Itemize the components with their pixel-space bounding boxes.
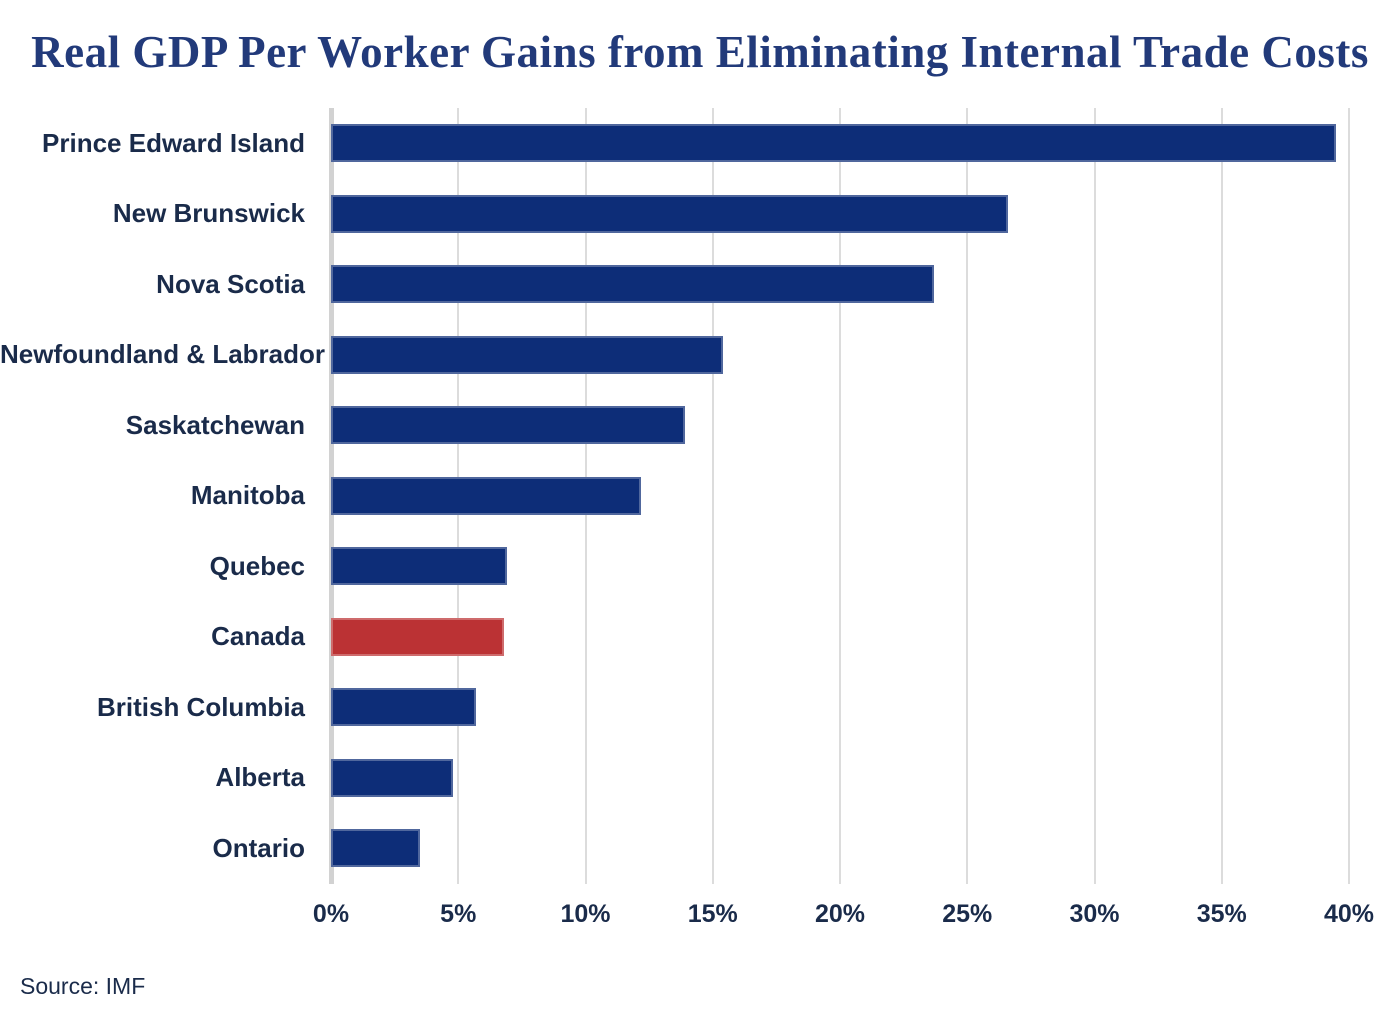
category-label-newfoundland-labrador: Newfoundland & Labrador <box>0 339 325 370</box>
chart-title: Real GDP Per Worker Gains from Eliminati… <box>31 27 1369 77</box>
bar-alberta <box>331 758 454 797</box>
chart-plot-area: Prince Edward Island New Brunswick Nova Sc… <box>0 108 1400 884</box>
bar-track-alberta <box>331 743 1400 814</box>
bar-track-british-columbia <box>331 672 1400 743</box>
row-saskatchewan: Saskatchewan <box>0 390 1400 461</box>
bar-rows: Prince Edward Island New Brunswick Nova Sc… <box>0 108 1400 884</box>
category-label-manitoba: Manitoba <box>190 480 305 511</box>
category-label-british-columbia: British Columbia <box>96 691 305 722</box>
row-quebec: Quebec <box>0 531 1400 602</box>
x-tick-0: 0% <box>312 900 350 928</box>
row-prince-edward-island: Prince Edward Island <box>0 108 1400 179</box>
gridline-20 <box>839 108 841 884</box>
x-tick-15: 15% <box>687 900 738 928</box>
row-canada: Canada <box>0 602 1400 673</box>
x-tick-20: 20% <box>814 900 866 928</box>
bar-nova-scotia <box>331 265 935 304</box>
gridline-25 <box>966 108 969 884</box>
row-manitoba: Manitoba <box>0 461 1400 532</box>
row-newfoundland-labrador: Newfoundland & Labrador <box>0 320 1400 391</box>
x-tick-40: 40% <box>1323 900 1375 928</box>
bar-manitoba <box>331 476 642 515</box>
bar-track-new-brunswick <box>331 179 1400 250</box>
row-ontario: Ontario <box>0 813 1400 884</box>
category-label-canada: Canada <box>211 621 305 652</box>
category-label-prince-edward-island: Prince Edward Island <box>42 127 305 158</box>
category-label-quebec: Quebec <box>209 550 305 581</box>
bar-track-quebec <box>331 531 1400 602</box>
x-axis: 0% 5% 10% 15% 20% 25% 30% 35% 40% <box>313 900 1374 936</box>
bar-track-nova-scotia <box>331 249 1400 320</box>
bar-quebec <box>331 547 507 586</box>
x-tick-10: 10% <box>560 900 611 928</box>
bar-newfoundland-labrador <box>331 335 723 374</box>
bar-track-manitoba <box>331 461 1400 532</box>
row-nova-scotia: Nova Scotia <box>0 249 1400 320</box>
bar-track-ontario <box>331 813 1400 884</box>
bar-british-columbia <box>331 688 477 727</box>
bar-track-saskatchewan <box>331 390 1400 461</box>
gridline-35 <box>1220 108 1223 884</box>
row-british-columbia: British Columbia <box>0 672 1400 743</box>
x-tick-30: 30% <box>1069 900 1120 928</box>
category-label-alberta: Alberta <box>215 762 305 793</box>
x-tick-5: 5% <box>440 900 477 928</box>
gridline-15 <box>711 108 714 884</box>
category-label-new-brunswick: New Brunswick <box>112 198 305 229</box>
bar-track-canada <box>331 602 1400 673</box>
bar-prince-edward-island <box>331 124 1337 163</box>
bar-track-prince-edward-island <box>331 108 1400 179</box>
category-label-ontario: Ontario <box>212 832 305 863</box>
bar-track-newfoundland-labrador <box>331 320 1400 391</box>
bar-canada <box>331 617 505 656</box>
row-new-brunswick: New Brunswick <box>0 179 1400 250</box>
category-label-nova-scotia: Nova Scotia <box>156 268 305 299</box>
bar-saskatchewan <box>331 406 685 445</box>
row-alberta: Alberta <box>0 743 1400 814</box>
bar-new-brunswick <box>331 194 1008 233</box>
x-tick-35: 35% <box>1196 900 1247 928</box>
x-tick-25: 25% <box>942 900 993 928</box>
bar-ontario <box>331 829 421 868</box>
gridline-40 <box>1348 108 1350 884</box>
gridline-30 <box>1093 108 1096 884</box>
source-note: Source: IMF <box>20 973 146 999</box>
category-label-saskatchewan: Saskatchewan <box>125 409 305 440</box>
